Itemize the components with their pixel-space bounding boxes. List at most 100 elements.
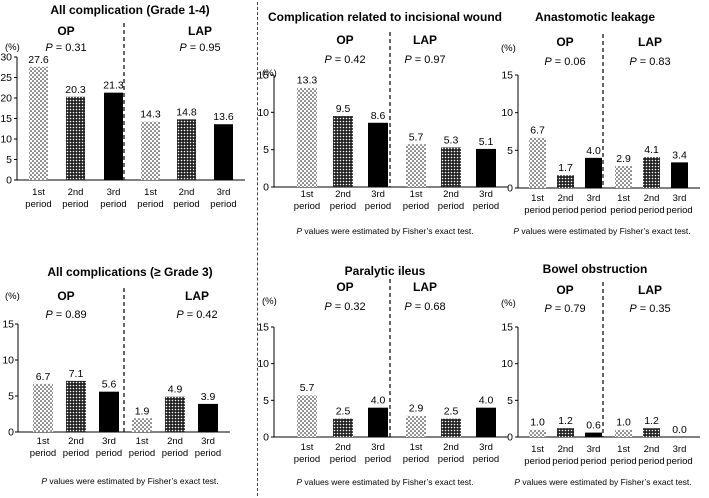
category-label-line2: period (580, 205, 606, 216)
y-axis-unit: (%) (5, 42, 20, 53)
category-label: 2nd period (552, 444, 578, 467)
y-axis-unit: (%) (501, 43, 516, 54)
bar-op-2 (557, 175, 574, 188)
category-label-line1: 2nd (68, 187, 84, 198)
p-symbol: P (629, 56, 637, 68)
category-label-line2: period (638, 205, 664, 216)
bar-value-label: 0.0 (672, 424, 687, 436)
chart-panel-4: All complications (≥ Grade 3) OP P = 0.89 L… (2, 265, 230, 486)
category-label: 2nd period (552, 193, 578, 216)
category-label-line1: 1st (617, 193, 630, 204)
chart-title: Paralytic ileus (345, 264, 426, 278)
category-label: 2nd period (173, 187, 199, 210)
bar-lap-2 (441, 147, 461, 187)
category-label-line2: period (403, 454, 429, 465)
category-label-line1: 1st (136, 436, 149, 447)
p-value-lap: P = 0.97 (404, 54, 445, 66)
bar-op-1 (297, 395, 317, 437)
category-label: 1st period (129, 436, 155, 459)
bar-op-1 (33, 383, 53, 432)
footnote-rest: values were estimated by Fisher’s exact … (519, 226, 691, 236)
bar-lap-1 (132, 418, 152, 432)
bar-op-1 (297, 87, 317, 187)
footnote: P values were estimated by Fisher’s exac… (514, 477, 691, 487)
p-value-op: P = 0.79 (544, 303, 585, 315)
chart-title: Bowel obstruction (543, 262, 648, 276)
bar-op-3 (585, 432, 602, 437)
category-label: 2nd period (63, 436, 89, 459)
footnote: P values were estimated by Fisher’s exac… (513, 226, 690, 236)
bar-value-label: 3.4 (672, 149, 687, 161)
category-label-line1: 2nd (68, 436, 84, 447)
category-label-line2: period (610, 205, 636, 216)
bar-op-2 (333, 116, 353, 187)
y-tick-label: 5 (507, 145, 513, 157)
category-label-line1: 3rd (479, 442, 493, 453)
bar-value-label: 20.3 (65, 84, 86, 96)
footnote-rest: values were estimated by Fisher’s exact … (520, 477, 692, 487)
bar-lap-1 (615, 429, 632, 437)
footnote: P values were estimated by Fisher’s exac… (296, 226, 473, 236)
bar-value-label: 13.3 (297, 75, 318, 87)
p-symbol: P (404, 54, 412, 66)
category-label-line1: 3rd (479, 189, 493, 200)
p-value-text: = 0.31 (53, 42, 87, 54)
category-label-line2: period (137, 199, 163, 210)
category-label: 2nd period (62, 187, 88, 210)
y-tick-label: 5 (507, 395, 513, 407)
bar-lap-1 (406, 144, 426, 187)
category-label-line2: period (638, 456, 664, 467)
bar-value-label: 4.0 (586, 145, 601, 157)
y-tick-label: 0 (263, 432, 269, 444)
bar-op-2 (557, 428, 574, 437)
group-label-lap: LAP (638, 35, 662, 49)
y-tick-label: 15 (2, 319, 14, 331)
p-value-lap: P = 0.68 (404, 301, 445, 313)
y-tick-label: 25 (0, 72, 12, 84)
group-label-lap: LAP (188, 24, 212, 38)
p-value-text: = 0.42 (184, 309, 218, 321)
y-axis-unit: (%) (262, 296, 277, 307)
bar-value-label: 1.2 (644, 415, 659, 427)
category-label-line2: period (294, 454, 320, 465)
bar-lap-3 (476, 407, 496, 437)
bar-op-2 (66, 380, 86, 432)
p-value-text: = 0.68 (412, 301, 446, 313)
category-label-line1: 3rd (587, 444, 601, 455)
bar-value-label: 2.9 (616, 153, 631, 165)
bar-value-label: 1.0 (616, 417, 631, 429)
bar-value-label: 2.5 (336, 406, 351, 418)
category-label-line1: 2nd (558, 193, 574, 204)
p-symbol: P (45, 42, 53, 54)
category-label: 3rd period (365, 442, 391, 465)
bar-value-label: 2.9 (409, 403, 424, 415)
bar-value-label: 0.6 (586, 420, 601, 432)
category-label-line2: period (173, 199, 199, 210)
p-symbol: P (324, 54, 332, 66)
category-label: 2nd period (438, 442, 464, 465)
bar-value-label: 4.1 (644, 144, 659, 156)
category-label: 1st period (610, 444, 636, 467)
category-label-line1: 2nd (644, 193, 660, 204)
category-label: 1st period (137, 187, 163, 210)
y-tick-label: 30 (0, 52, 12, 64)
category-label-line2: period (63, 448, 89, 459)
y-axis-unit: (%) (262, 68, 277, 79)
chart-title: All complications (≥ Grade 3) (47, 265, 212, 279)
category-label-line1: 3rd (102, 436, 116, 447)
y-tick-label: 20 (0, 93, 12, 105)
bar-value-label: 5.6 (102, 379, 117, 391)
group-label-lap: LAP (185, 289, 209, 303)
bar-lap-2 (177, 119, 196, 180)
category-label-line1: 3rd (371, 442, 385, 453)
category-label-line1: 2nd (443, 442, 459, 453)
category-label-line2: period (96, 448, 122, 459)
bar-value-label: 27.6 (28, 54, 49, 66)
category-label-line2: period (365, 201, 391, 212)
y-axis-unit: (%) (5, 291, 20, 302)
p-value-op: P = 0.32 (324, 301, 365, 313)
chart-title: All complication (Grade 1-4) (50, 3, 209, 17)
footnote: P values were estimated by Fisher’s exac… (41, 476, 218, 486)
